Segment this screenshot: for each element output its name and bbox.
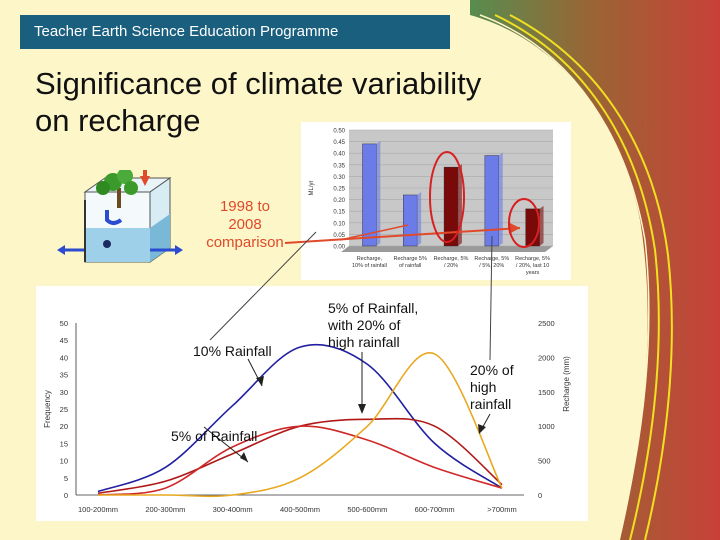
y-tick-label: 0.35 xyxy=(333,163,345,169)
series-line xyxy=(98,352,503,498)
annotation-10-rainfall: 10% Rainfall xyxy=(193,343,272,359)
x-tick-label: Recharge, 5% xyxy=(515,256,550,262)
annotation-line: high rainfall xyxy=(328,334,400,350)
y-tick-label: 0.30 xyxy=(333,175,345,181)
y-tick-label: 20 xyxy=(60,422,68,431)
annotation-line: 20% of xyxy=(470,362,514,378)
y-tick-label: 35 xyxy=(60,371,68,380)
x-tick-label: Recharge, 5% xyxy=(434,256,469,262)
y-tick-label: 0 xyxy=(64,491,68,500)
bar-chart: 0.00 0.05 0.10 0.15 0.20 0.25 0.30 0.35 0.40 0.45… xyxy=(309,129,553,276)
annotation-line: high xyxy=(470,379,497,395)
title-line-1: Significance of climate variability xyxy=(35,66,482,101)
x-tick-label: Recharge, 5% xyxy=(474,256,509,262)
x-tick-label: / 20%, last 10 xyxy=(516,263,549,269)
y2-tick-label: 2500 xyxy=(538,319,555,328)
series-line xyxy=(97,425,503,496)
annotation-line: with 20% of xyxy=(328,317,401,333)
series-line xyxy=(97,417,503,495)
y2-tick-label: 0 xyxy=(538,491,542,500)
bar xyxy=(362,143,377,247)
x-tick-label: 10% of rainfall xyxy=(352,263,387,269)
y-tick-label: 0.00 xyxy=(333,245,345,251)
y-tick-label: 0.20 xyxy=(333,198,345,204)
x-tick-label: 100-200mm xyxy=(78,505,118,514)
comparison-line: 2008 xyxy=(228,216,262,233)
bar-side xyxy=(417,191,422,246)
y-tick-label: 0.45 xyxy=(333,140,345,146)
y-tick-label: 30 xyxy=(60,388,68,397)
x-tick-label: >700mm xyxy=(487,505,516,514)
y2-axis-label: Recharge (mm) xyxy=(562,356,571,412)
bar-side xyxy=(457,164,462,246)
y-tick-label: 10 xyxy=(60,457,68,466)
annotation-line: 5% of Rainfall, xyxy=(328,300,419,316)
x-tick-label: 200-300mm xyxy=(145,505,185,514)
aquifer-diagram xyxy=(57,170,183,263)
rain-arrow-icon xyxy=(140,176,150,186)
series-line xyxy=(97,343,503,493)
bar xyxy=(403,194,418,247)
y-tick-label: 0.05 xyxy=(333,233,345,239)
outflow-left-icon xyxy=(57,245,65,255)
title-line-2: on recharge xyxy=(35,103,201,138)
plot-floor xyxy=(341,246,553,252)
bar-chart-panel: 0.00 0.05 0.10 0.15 0.20 0.25 0.30 0.35 0.40 0.45… xyxy=(301,122,571,280)
line-chart: 0510152025303540455005001000150020002500… xyxy=(43,319,571,514)
bar xyxy=(443,166,459,247)
slide-title: Significance of climate variability on r… xyxy=(35,65,575,139)
comparison-line: comparison xyxy=(206,234,284,251)
x-tick-label: / 5%, 20% xyxy=(479,263,504,269)
y2-tick-label: 1500 xyxy=(538,388,555,397)
bar-side xyxy=(376,140,381,246)
y2-tick-label: 2000 xyxy=(538,353,555,362)
y-tick-label: 0.40 xyxy=(333,152,345,158)
y-tick-label: 0.15 xyxy=(333,210,345,216)
comparison-callout: 1998 to 2008 comparison xyxy=(190,198,300,252)
x-tick-label: Recharge, xyxy=(357,256,383,262)
y-axis-label: ML/yr xyxy=(309,180,315,195)
x-tick-label: 300-400mm xyxy=(213,505,253,514)
x-tick-label: of rainfall xyxy=(399,263,421,269)
x-tick-label: / 20% xyxy=(444,263,458,269)
x-tick-label: 400-500mm xyxy=(280,505,320,514)
programme-header: Teacher Earth Science Education Programm… xyxy=(20,15,450,49)
outflow-right-icon xyxy=(175,245,183,255)
y-tick-label: 45 xyxy=(60,336,68,345)
y-axis-label: Frequency xyxy=(43,390,52,428)
annotation-20-high-rainfall: 20% of high rainfall xyxy=(470,362,514,413)
annotation-line: rainfall xyxy=(470,396,512,412)
bar-side xyxy=(498,152,503,246)
header-text: Teacher Earth Science Education Programm… xyxy=(34,23,339,40)
y-tick-label: 15 xyxy=(60,439,68,448)
recharge-arrow-icon xyxy=(105,210,123,225)
bar xyxy=(484,155,499,247)
y-tick-label: 0.10 xyxy=(333,221,345,227)
y-tick-label: 0.25 xyxy=(333,187,345,193)
y-tick-label: 5 xyxy=(64,474,68,483)
bar xyxy=(525,208,540,247)
y-tick-label: 0.50 xyxy=(333,129,345,135)
bar-side xyxy=(539,205,544,246)
y2-tick-label: 500 xyxy=(538,457,551,466)
y-tick-label: 50 xyxy=(60,319,68,328)
x-tick-label: 500-600mm xyxy=(347,505,387,514)
tree-icon xyxy=(96,170,138,208)
annotation-5-20-rainfall: 5% of Rainfall, with 20% of high rainfal… xyxy=(328,300,418,351)
y-tick-label: 25 xyxy=(60,405,68,414)
y-tick-label: 40 xyxy=(60,353,68,362)
x-tick-label: years xyxy=(526,270,540,276)
comparison-line: 1998 to xyxy=(219,198,271,215)
y2-tick-label: 1000 xyxy=(538,422,555,431)
x-tick-label: Recharge 5% xyxy=(394,256,427,262)
x-tick-label: 600-700mm xyxy=(415,505,455,514)
annotation-5-rainfall: 5% of Rainfall xyxy=(171,428,258,444)
